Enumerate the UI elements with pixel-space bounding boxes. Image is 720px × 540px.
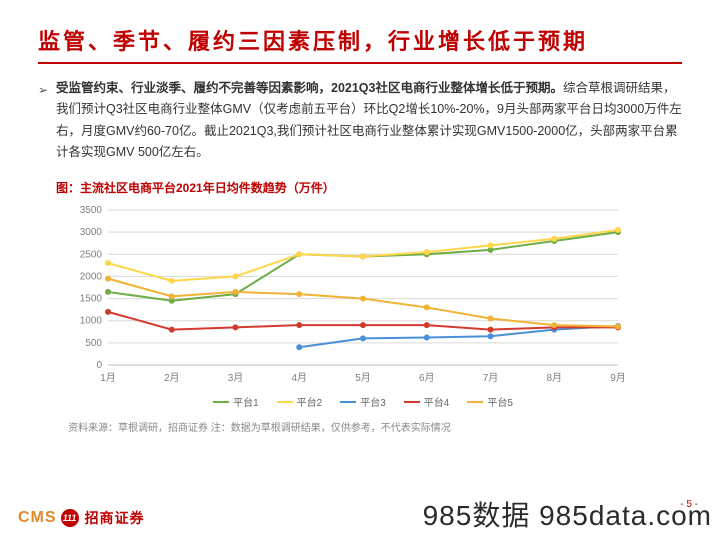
svg-text:3000: 3000	[80, 227, 103, 238]
legend-swatch	[213, 401, 229, 403]
legend-label: 平台5	[487, 394, 513, 409]
svg-text:7月: 7月	[483, 372, 499, 384]
svg-text:2500: 2500	[80, 249, 103, 260]
legend-item: 平台1	[213, 394, 259, 409]
svg-text:0: 0	[96, 360, 102, 371]
svg-text:1000: 1000	[80, 316, 103, 327]
legend-item: 平台3	[340, 394, 386, 409]
svg-text:6月: 6月	[419, 372, 435, 384]
svg-text:8月: 8月	[546, 372, 562, 384]
svg-text:3月: 3月	[228, 372, 244, 384]
legend-label: 平台4	[424, 394, 450, 409]
svg-text:1月: 1月	[100, 372, 116, 384]
body-paragraph: ➢ 受监管约束、行业淡季、履约不完善等因素影响，2021Q3社区电商行业整体增长…	[38, 78, 682, 163]
svg-text:5月: 5月	[355, 372, 371, 384]
watermark: 985数据 985data.com	[423, 494, 712, 534]
svg-text:2月: 2月	[164, 372, 180, 384]
legend-swatch	[404, 401, 420, 403]
legend-label: 平台2	[297, 394, 323, 409]
logo-icon: 111	[61, 509, 79, 527]
svg-text:2000: 2000	[80, 271, 103, 282]
svg-text:9月: 9月	[610, 372, 626, 384]
legend-label: 平台1	[233, 394, 259, 409]
line-chart: 0 500 1000 1500 2000 2500 3000 3500 1月 2月 3月 4月 5月 6月…	[68, 202, 628, 387]
bullet-icon: ➢	[38, 80, 48, 100]
svg-text:3500: 3500	[80, 205, 103, 216]
chart-title: 图：主流社区电商平台2021年日均件数趋势（万件）	[56, 179, 682, 196]
cms-text: CMS	[18, 509, 57, 527]
chart-container: 0 500 1000 1500 2000 2500 3000 3500 1月 2月 3月 4月 5月 6月…	[68, 202, 658, 409]
footer-logo: CMS 111 招商证券	[18, 508, 145, 528]
body-bold: 受监管约束、行业淡季、履约不完善等因素影响，2021Q3社区电商行业整体增长低于…	[56, 81, 563, 95]
legend-item: 平台2	[277, 394, 323, 409]
legend-swatch	[277, 401, 293, 403]
legend-item: 平台5	[467, 394, 513, 409]
source-text: 资料来源：草根调研，招商证券 注：数据为草根调研结果，仅供参考，不代表实际情况	[68, 419, 682, 434]
legend-swatch	[340, 401, 356, 403]
footer: CMS 111 招商证券 985数据 985data.com	[0, 502, 720, 532]
svg-text:500: 500	[85, 338, 102, 349]
legend-swatch	[467, 401, 483, 403]
svg-text:1500: 1500	[80, 294, 103, 305]
chart-legend: 平台1 平台2 平台3 平台4 平台5	[68, 394, 658, 409]
legend-label: 平台3	[360, 394, 386, 409]
legend-item: 平台4	[404, 394, 450, 409]
svg-text:4月: 4月	[291, 372, 307, 384]
page-title: 监管、季节、履约三因素压制，行业增长低于预期	[38, 24, 682, 64]
logo-text: 招商证券	[85, 508, 145, 528]
